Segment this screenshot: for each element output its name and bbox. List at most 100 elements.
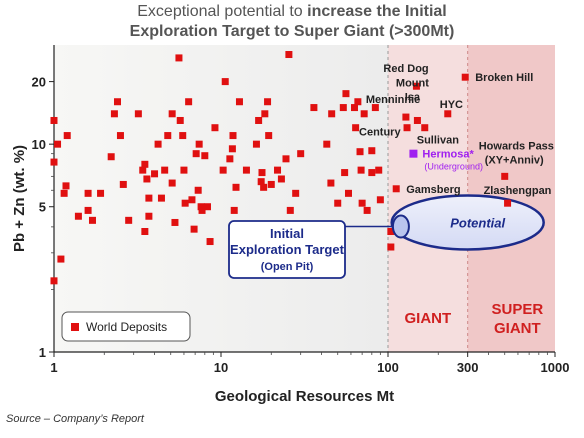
deposit-point [327, 179, 335, 187]
deposit-point [363, 206, 371, 214]
deposit-point [252, 140, 260, 148]
title-plain: Exceptional potential to [137, 3, 308, 20]
deposit-point [74, 212, 82, 220]
y-tick-label: 10 [32, 137, 46, 152]
deposit-point [164, 132, 172, 140]
chart-title: Exceptional potential to increase the In… [0, 2, 584, 42]
deposit-point [334, 199, 342, 207]
deposit-point [257, 178, 265, 186]
deposit-point [282, 155, 290, 163]
deposit-point [161, 166, 169, 174]
deposit-point [97, 189, 105, 197]
named-deposit-label: Zlashengpan [484, 185, 552, 197]
x-tick-label: 1000 [541, 360, 570, 375]
deposit-point [54, 140, 62, 148]
named-deposit-label: Broken Hill [475, 72, 533, 84]
deposit-point [171, 218, 179, 226]
named-deposit-label: (XY+Anniv) [485, 154, 544, 166]
deposit-point [84, 189, 92, 197]
deposit-point [141, 160, 149, 168]
deposit-point [50, 277, 58, 285]
deposit-point [357, 166, 365, 174]
y-tick-label: 1 [39, 345, 46, 360]
hermosa-point [409, 149, 418, 158]
legend-box [61, 311, 191, 342]
deposit-point [157, 194, 165, 202]
x-tick-label: 300 [457, 360, 479, 375]
named-deposit-point [421, 124, 429, 132]
deposit-point [297, 150, 305, 158]
deposit-point [221, 78, 229, 86]
named-deposit-point [501, 172, 509, 180]
title-line2: Exploration Target to Super Giant (>300M… [129, 23, 455, 40]
deposit-point [211, 124, 219, 132]
deposit-point [228, 145, 236, 153]
potential-ellipse [390, 194, 545, 251]
deposit-point [356, 148, 364, 156]
deposit-point [201, 152, 209, 160]
deposit-point [206, 238, 214, 246]
deposit-point [267, 180, 275, 188]
deposit-point [219, 166, 227, 174]
deposit-point [116, 132, 124, 140]
deposit-point [62, 182, 70, 190]
deposit-point [151, 170, 159, 178]
deposit-point [375, 166, 383, 174]
deposit-point [139, 166, 147, 174]
named-deposit-point [444, 110, 452, 118]
deposit-point [277, 175, 285, 183]
deposit-point [286, 206, 294, 214]
deposit-point [265, 132, 273, 140]
deposit-point [195, 140, 203, 148]
deposit-point [143, 175, 151, 183]
deposit-point [63, 132, 71, 140]
deposit-point [371, 104, 379, 112]
deposit-point [352, 124, 360, 132]
deposit-point [323, 140, 331, 148]
zone-label-super-giant: GIANT [494, 320, 541, 337]
deposit-point [368, 147, 376, 155]
deposit-point [203, 203, 211, 211]
deposit-point [145, 194, 153, 202]
hermosa-label: Hermosa* [422, 149, 474, 161]
deposit-point [341, 169, 349, 177]
deposit-point [344, 189, 352, 197]
named-deposit-point [412, 82, 420, 90]
x-tick-label: 100 [377, 360, 399, 375]
deposit-point [310, 104, 318, 112]
deposit-point [235, 98, 243, 106]
deposit-point [339, 104, 347, 112]
deposit-point [242, 166, 250, 174]
zone-label-giant: GIANT [405, 310, 452, 327]
deposit-point [285, 51, 293, 59]
deposit-point [145, 212, 153, 220]
named-deposit-point [461, 73, 469, 81]
deposit-point [229, 132, 237, 140]
deposit-point [226, 155, 234, 163]
named-deposit-point [504, 199, 512, 207]
named-deposit-point [402, 113, 410, 121]
deposit-point [350, 104, 358, 112]
deposit-point [119, 180, 127, 188]
deposit-point [176, 116, 184, 124]
named-deposit-label: Howards Pass [479, 140, 554, 152]
deposit-point [57, 255, 65, 263]
named-deposit-label: HYC [440, 99, 463, 111]
y-axis-label: Pb + Zn (wt. %) [11, 145, 28, 252]
title-bold: increase the Initial [307, 3, 447, 20]
deposit-point [376, 196, 384, 204]
x-tick-label: 1 [50, 360, 57, 375]
deposit-point [88, 216, 96, 224]
deposit-point [368, 169, 376, 177]
deposit-point [50, 116, 58, 124]
named-deposit-label: Gamsberg [406, 184, 460, 196]
deposit-point [180, 166, 188, 174]
deposit-point [232, 183, 240, 191]
deposit-point [175, 54, 183, 62]
potential-label: Potential [450, 215, 505, 230]
deposit-point [50, 158, 58, 166]
named-deposit-point [413, 116, 421, 124]
plot-background [54, 45, 388, 352]
deposit-point [181, 199, 189, 207]
initial-target-marker [391, 214, 410, 239]
